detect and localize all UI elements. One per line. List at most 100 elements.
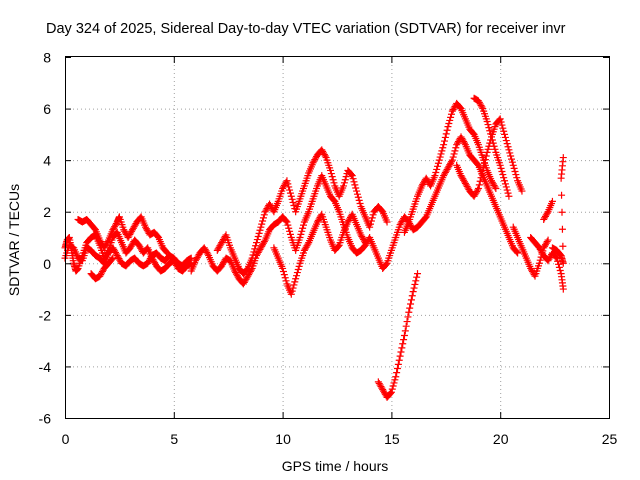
data-point [291, 278, 299, 286]
data-point [327, 170, 335, 178]
data-point [497, 118, 505, 126]
data-point [257, 223, 265, 231]
data-point [498, 167, 506, 175]
data-point [441, 133, 449, 141]
data-point [504, 143, 512, 151]
data-point [326, 166, 334, 174]
data-point [484, 121, 492, 129]
data-point [349, 175, 357, 183]
data-point [434, 159, 442, 167]
data-point [485, 124, 493, 132]
data-point [104, 248, 112, 256]
data-point [248, 254, 256, 262]
data-point [288, 195, 296, 203]
data-point [483, 117, 491, 125]
data-point [483, 148, 491, 156]
data-point [461, 139, 469, 147]
data-point [447, 113, 455, 121]
x-tick-label: 25 [602, 431, 618, 447]
data-point [367, 217, 375, 225]
data-point [393, 364, 401, 372]
data-point [369, 211, 377, 219]
data-point [340, 179, 348, 187]
data-point [330, 179, 338, 187]
y-tick-label: -4 [39, 359, 52, 375]
data-point [341, 176, 349, 184]
data-point [287, 192, 295, 200]
data-point [347, 171, 355, 179]
data-point [389, 382, 397, 390]
data-point [407, 300, 415, 308]
data-point [501, 133, 509, 141]
data-point [295, 262, 303, 270]
data-point [548, 197, 556, 205]
data-point [286, 227, 294, 235]
data-point [283, 218, 291, 226]
data-point [299, 224, 307, 232]
x-tick-label: 15 [384, 431, 400, 447]
y-tick-label: 8 [43, 50, 51, 66]
data-point [514, 249, 522, 257]
data-point [555, 263, 563, 271]
data-point [446, 116, 454, 124]
data-point [409, 288, 417, 296]
data-point [251, 245, 259, 253]
data-point [382, 260, 390, 268]
data-point [279, 264, 287, 272]
data-point [391, 376, 399, 384]
data-point [444, 123, 452, 131]
data-point [392, 373, 400, 381]
data-point [413, 273, 421, 281]
data-point [486, 127, 494, 135]
data-point [440, 137, 448, 145]
data-point [368, 214, 376, 222]
data-point [510, 164, 518, 172]
x-tick-label: 5 [170, 431, 178, 447]
data-point [412, 277, 420, 285]
data-point [399, 340, 407, 348]
data-point [260, 211, 268, 219]
x-tick-label: 20 [493, 431, 509, 447]
data-point [258, 220, 266, 228]
data-point [484, 145, 492, 153]
data-point [367, 220, 375, 228]
data-point [506, 149, 514, 157]
data-point [482, 152, 490, 160]
data-point [497, 164, 505, 172]
data-point [290, 202, 298, 210]
data-point [500, 174, 508, 182]
data-point [543, 238, 551, 246]
data-point [342, 173, 350, 181]
data-point [478, 103, 486, 111]
data-point [252, 242, 260, 250]
data-point [559, 242, 567, 250]
data-point [108, 255, 116, 263]
data-point [558, 208, 566, 216]
data-point [507, 152, 515, 160]
data-point [352, 184, 360, 192]
data-point [400, 336, 408, 344]
data-point [406, 304, 414, 312]
data-point [481, 156, 489, 164]
data-point [559, 259, 567, 267]
plot-frame [65, 56, 610, 419]
data-point [499, 124, 507, 132]
data-point [388, 385, 396, 393]
data-point [288, 287, 296, 295]
data-point [252, 239, 260, 247]
data-point [204, 250, 212, 258]
data-point [490, 142, 498, 150]
data-point [501, 130, 509, 138]
data-point [440, 141, 448, 149]
data-point [289, 284, 297, 292]
data-point [281, 274, 289, 282]
data-point [354, 193, 362, 201]
data-point [383, 218, 391, 226]
data-point [481, 159, 489, 167]
data-point [558, 191, 566, 199]
data-point [513, 248, 521, 256]
data-point [293, 272, 301, 280]
x-tick-label: 10 [275, 431, 291, 447]
data-point [559, 154, 567, 162]
